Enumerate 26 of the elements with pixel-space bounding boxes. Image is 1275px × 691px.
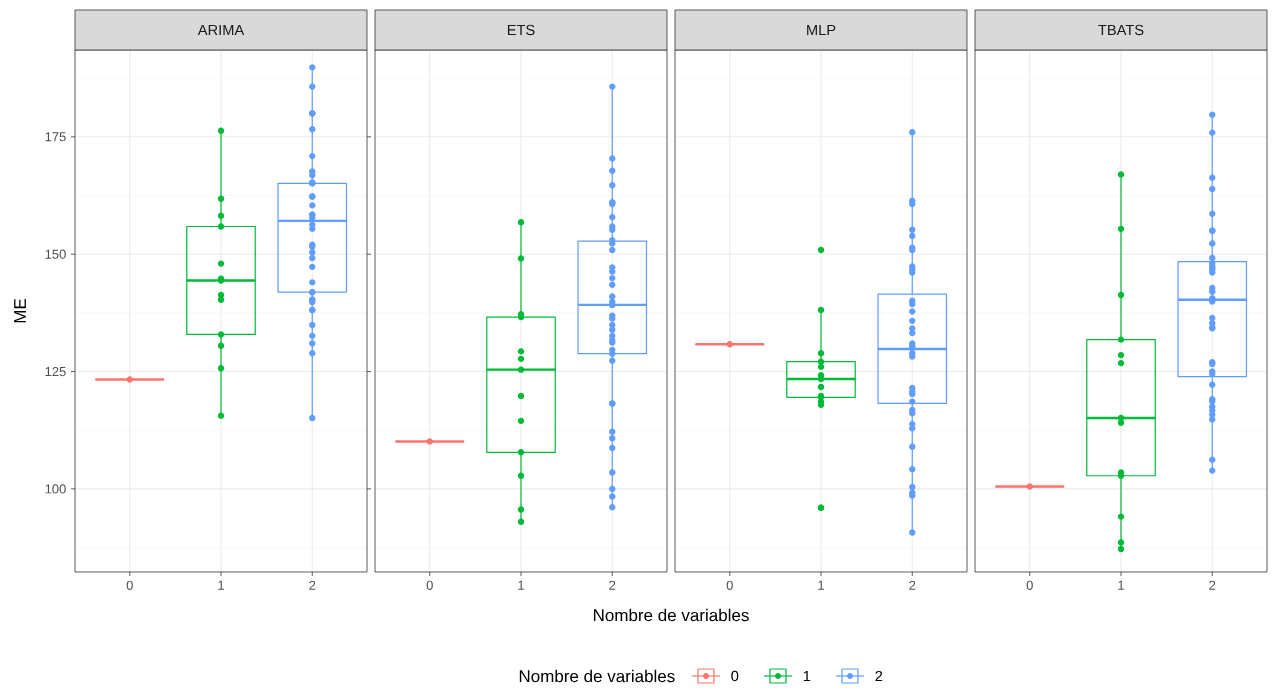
x-tick-label: 0: [1026, 580, 1033, 590]
legend-label: 2: [875, 670, 883, 682]
x-tick-label: 2: [609, 580, 616, 590]
legend-title: Nombre de variables: [519, 669, 675, 683]
chart-title: ARIMA: [197, 24, 245, 36]
chart-title: TBATS: [1098, 24, 1144, 36]
x-tick-label: 0: [126, 580, 133, 590]
x-axis-title: Nombre de variables: [593, 608, 749, 622]
legend-label: 0: [731, 670, 739, 682]
legend-label: 1: [803, 670, 811, 682]
x-tick-label: 1: [818, 580, 824, 590]
x-tick-label: 1: [218, 580, 224, 590]
x-tick-label: 2: [309, 580, 316, 590]
x-tick-label: 2: [909, 580, 916, 590]
y-axis-title: ME: [14, 298, 26, 323]
x-tick-label: 0: [726, 580, 733, 590]
x-tick-label: 1: [1118, 580, 1124, 590]
y-tick-label: 100: [45, 484, 66, 494]
y-tick-label: 175: [45, 132, 66, 142]
x-tick-label: 2: [1209, 580, 1216, 590]
x-tick-label: 0: [426, 580, 433, 590]
x-tick-label: 1: [518, 580, 524, 590]
y-tick-label: 150: [45, 249, 66, 259]
chart-title: ETS: [507, 24, 535, 36]
chart-title: MLP: [807, 24, 836, 36]
y-tick-label: 125: [45, 366, 66, 377]
